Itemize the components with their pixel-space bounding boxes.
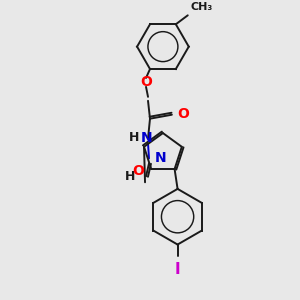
Text: H: H	[129, 131, 139, 144]
Text: H: H	[125, 170, 135, 183]
Text: I: I	[175, 262, 180, 278]
Text: O: O	[132, 164, 144, 178]
Text: N: N	[155, 152, 166, 165]
Text: O: O	[177, 107, 189, 121]
Text: O: O	[140, 75, 152, 89]
Text: CH₃: CH₃	[191, 2, 213, 12]
Text: N: N	[141, 130, 153, 145]
